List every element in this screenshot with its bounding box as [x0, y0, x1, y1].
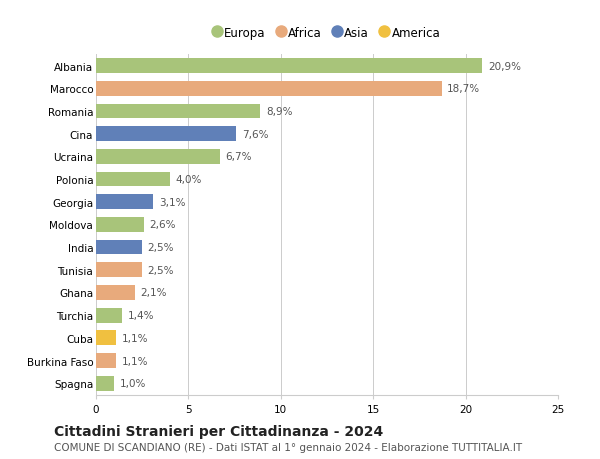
- Text: Cittadini Stranieri per Cittadinanza - 2024: Cittadini Stranieri per Cittadinanza - 2…: [54, 425, 383, 438]
- Bar: [96, 195, 153, 210]
- Text: 2,5%: 2,5%: [148, 242, 174, 252]
- Legend: Europa, Africa, Asia, America: Europa, Africa, Asia, America: [214, 27, 440, 40]
- Text: 1,1%: 1,1%: [122, 356, 148, 366]
- Bar: [96, 59, 482, 74]
- Bar: [96, 353, 116, 368]
- Bar: [96, 263, 142, 278]
- Text: 8,9%: 8,9%: [266, 106, 293, 117]
- Bar: [96, 172, 170, 187]
- Bar: [96, 104, 260, 119]
- Text: 2,6%: 2,6%: [149, 220, 176, 230]
- Text: 1,4%: 1,4%: [127, 310, 154, 320]
- Bar: [96, 150, 220, 164]
- Bar: [96, 82, 442, 96]
- Text: 1,0%: 1,0%: [120, 378, 146, 388]
- Text: 7,6%: 7,6%: [242, 129, 268, 140]
- Bar: [96, 240, 142, 255]
- Bar: [96, 285, 135, 300]
- Text: 3,1%: 3,1%: [159, 197, 185, 207]
- Bar: [96, 127, 236, 142]
- Bar: [96, 218, 144, 232]
- Text: COMUNE DI SCANDIANO (RE) - Dati ISTAT al 1° gennaio 2024 - Elaborazione TUTTITAL: COMUNE DI SCANDIANO (RE) - Dati ISTAT al…: [54, 442, 522, 452]
- Text: 20,9%: 20,9%: [488, 62, 521, 72]
- Bar: [96, 331, 116, 346]
- Text: 18,7%: 18,7%: [447, 84, 480, 94]
- Text: 6,7%: 6,7%: [226, 152, 252, 162]
- Text: 2,5%: 2,5%: [148, 265, 174, 275]
- Text: 4,0%: 4,0%: [175, 174, 202, 185]
- Text: 2,1%: 2,1%: [140, 288, 167, 298]
- Bar: [96, 308, 122, 323]
- Bar: [96, 376, 115, 391]
- Text: 1,1%: 1,1%: [122, 333, 148, 343]
